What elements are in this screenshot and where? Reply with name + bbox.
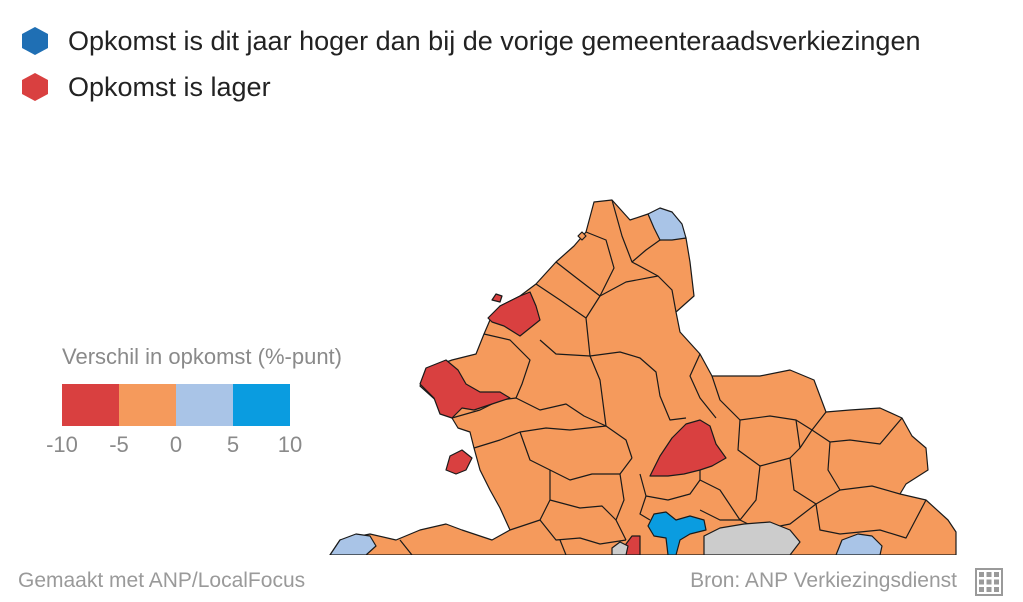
- municipality-blue[interactable]: [647, 511, 707, 556]
- scale-bin-blue: [233, 384, 290, 426]
- scale-tick: 5: [226, 432, 240, 457]
- scale-tick: -5: [109, 432, 129, 457]
- scale-title: Verschil in opkomst (%-punt): [62, 344, 342, 369]
- legend-label-hoger: Opkomst is dit jaar hoger dan bij de vor…: [68, 25, 921, 56]
- municipality-red-southwest[interactable]: [445, 449, 473, 475]
- municipality-lightblue-north[interactable]: [647, 207, 687, 241]
- color-scale: Verschil in opkomst (%-punt) -10 -5 0 5 …: [44, 344, 342, 462]
- scale-tick: -10: [46, 432, 78, 457]
- municipality-borders: [399, 199, 927, 556]
- coast-fragment-a: [491, 293, 503, 303]
- credit-link[interactable]: Gemaakt met ANP/LocalFocus: [18, 569, 306, 592]
- scale-bar: [62, 384, 342, 426]
- scale-ticks: -10 -5 0 5 10: [44, 432, 342, 462]
- source-text: Bron: ANP Verkiezingsdienst: [690, 569, 957, 592]
- footer: Gemaakt met ANP/LocalFocus Bron: ANP Ver…: [0, 555, 1023, 602]
- municipality-red-north[interactable]: [487, 291, 541, 337]
- municipality-red-west[interactable]: [419, 359, 511, 419]
- legend: Opkomst is dit jaar hoger dan bij de vor…: [20, 18, 920, 110]
- legend-item-hoger: Opkomst is dit jaar hoger dan bij de vor…: [20, 18, 920, 64]
- grid-icon[interactable]: [975, 568, 1003, 596]
- scale-tick: 10: [277, 432, 303, 457]
- scale-bin-lightblue: [176, 384, 233, 426]
- hexagon-icon: [22, 73, 48, 101]
- hexagon-icon: [22, 27, 48, 55]
- municipality-red-central[interactable]: [649, 419, 727, 477]
- scale-bin-red: [62, 384, 119, 426]
- scale-tick: 0: [169, 432, 183, 457]
- coast-fragment-b: [577, 231, 587, 241]
- scale-bin-orange: [119, 384, 176, 426]
- legend-label-lager: Opkomst is lager: [68, 71, 271, 102]
- municipality-lightblue-west[interactable]: [329, 533, 377, 556]
- municipality-grey-b[interactable]: [611, 541, 629, 556]
- legend-item-lager: Opkomst is lager: [20, 64, 920, 110]
